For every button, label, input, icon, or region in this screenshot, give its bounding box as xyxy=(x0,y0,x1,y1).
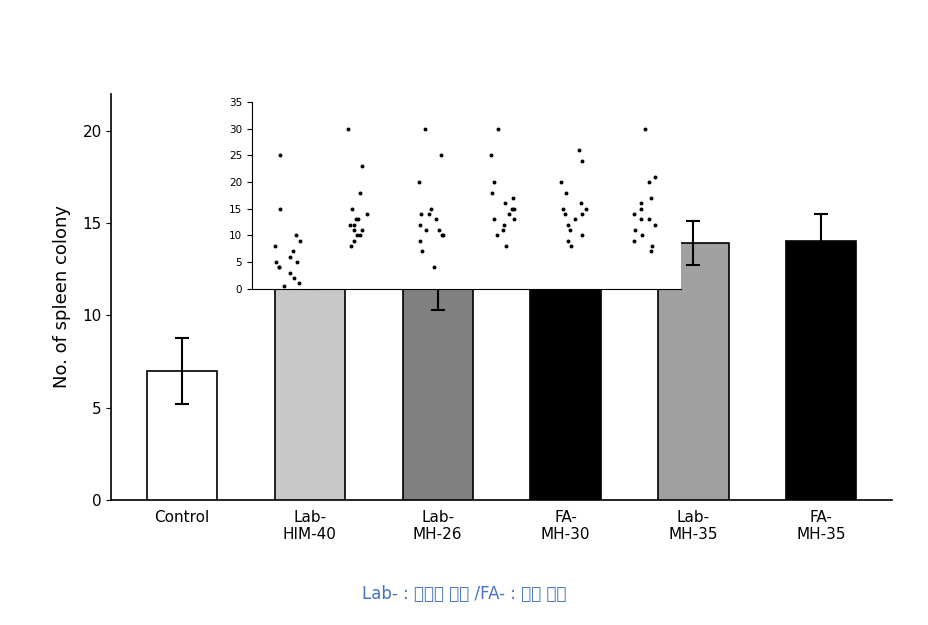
Bar xyxy=(658,243,728,500)
Bar xyxy=(530,216,600,500)
Bar xyxy=(147,371,217,500)
Text: Lab- : 실험실 제조 /FA- : 공장 제조: Lab- : 실험실 제조 /FA- : 공장 제조 xyxy=(362,585,566,602)
Bar xyxy=(785,241,856,500)
Bar xyxy=(402,282,472,500)
Bar xyxy=(275,260,344,500)
Y-axis label: No. of spleen colony: No. of spleen colony xyxy=(53,206,71,388)
